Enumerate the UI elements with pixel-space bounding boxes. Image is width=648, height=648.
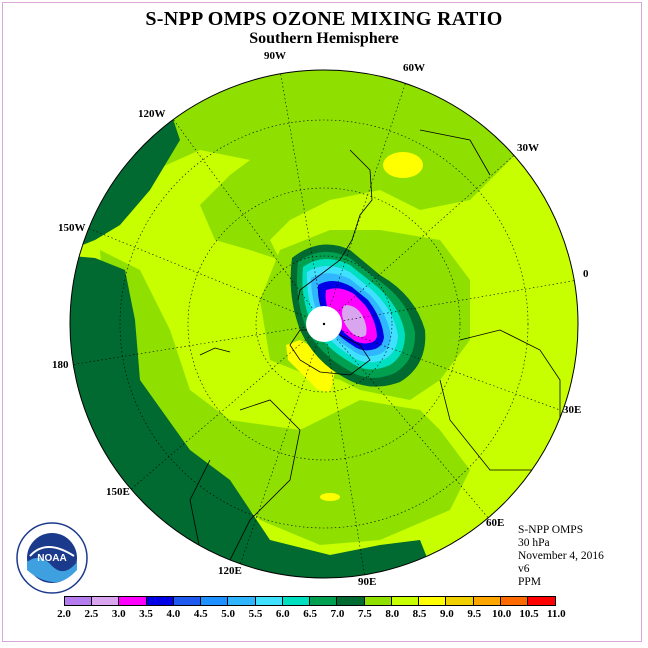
logo-text: NOAA	[37, 553, 66, 564]
lon-label-0: 0	[583, 268, 589, 280]
colorbar-tick-label: 9.5	[467, 608, 482, 620]
lon-label-60w: 60W	[403, 62, 425, 74]
colorbar-swatch	[419, 597, 447, 605]
graticule	[70, 70, 578, 578]
lon-label-150w: 150W	[58, 222, 86, 234]
colorbar-swatch	[65, 597, 93, 605]
colorbar-tick-label: 10.5	[519, 608, 539, 620]
colorbar-tick-label: 2.0	[57, 608, 71, 620]
info-units: PPM	[518, 576, 542, 588]
lon-label-60e: 60E	[486, 517, 505, 529]
field-7.5	[100, 250, 470, 545]
colorbar-swatch	[446, 597, 474, 605]
lon-label-120e: 120E	[218, 565, 242, 577]
colorbar-swatch	[255, 597, 283, 605]
info-instrument: S-NPP OMPS	[518, 524, 584, 536]
colorbar	[64, 596, 557, 606]
colorbar-swatch	[119, 597, 147, 605]
south-pole-marker	[322, 322, 326, 326]
colorbar-tick-label: 3.0	[111, 608, 126, 620]
colorbar-swatch	[146, 597, 174, 605]
colorbar-swatch	[527, 597, 556, 605]
lon-label-150e: 150E	[106, 486, 130, 498]
colorbar-tick-label: 2.5	[84, 608, 99, 620]
field-2.5	[342, 305, 367, 338]
colorbar-tick-label: 4.5	[193, 608, 208, 620]
colorbar-swatch	[92, 597, 120, 605]
field-8.5	[383, 152, 423, 178]
info-version: v6	[518, 563, 530, 575]
colorbar-swatch	[310, 597, 338, 605]
colorbar-tick-label: 7.5	[357, 608, 372, 620]
field-8.5	[320, 493, 340, 501]
colorbar-tick-label: 6.0	[275, 608, 290, 620]
map-subtitle: Southern Hemisphere	[249, 30, 399, 47]
colorbar-tick-label: 11.0	[546, 608, 566, 620]
info-level: 30 hPa	[518, 537, 550, 549]
colorbar-tick-label: 10.0	[491, 608, 512, 620]
colorbar-tick-label: 5.5	[248, 608, 263, 620]
colorbar-swatch	[473, 597, 501, 605]
lon-label-30e: 30E	[563, 404, 582, 416]
lon-label-90e: 90E	[358, 576, 377, 588]
colorbar-tick-label: 5.0	[221, 608, 235, 620]
info-date: November 4, 2016	[518, 550, 604, 562]
map-title: S-NPP OMPS OZONE MIXING RATIO	[145, 8, 503, 30]
lon-label-120w: 120W	[138, 108, 166, 120]
colorbar-tick-label: 4.0	[166, 608, 181, 620]
colorbar-tick-label: 3.5	[139, 608, 153, 620]
colorbar-tick-label: 9.0	[440, 608, 454, 620]
lon-label-30w: 30W	[517, 142, 539, 154]
colorbar-tick-label: 8.5	[412, 608, 427, 620]
map-border	[69, 69, 579, 579]
colorbar-swatch	[201, 597, 229, 605]
colorbar-swatch	[228, 597, 256, 605]
colorbar-swatch	[282, 597, 311, 605]
page-frame	[2, 2, 642, 642]
colorbar-swatch	[391, 597, 420, 605]
colorbar-tick-label: 7.0	[330, 608, 345, 620]
colorbar-swatch	[173, 597, 202, 605]
noaa-logo: NOAA	[16, 522, 88, 594]
colorbar-swatch	[364, 597, 392, 605]
colorbar-tick-label: 6.5	[303, 608, 318, 620]
lon-label-180: 180	[52, 359, 69, 371]
lon-label-90w: 90W	[264, 50, 286, 62]
colorbar-swatch	[337, 597, 365, 605]
colorbar-swatch	[500, 597, 528, 605]
colorbar-tick-label: 8.0	[385, 608, 400, 620]
field-7.0	[70, 255, 440, 578]
